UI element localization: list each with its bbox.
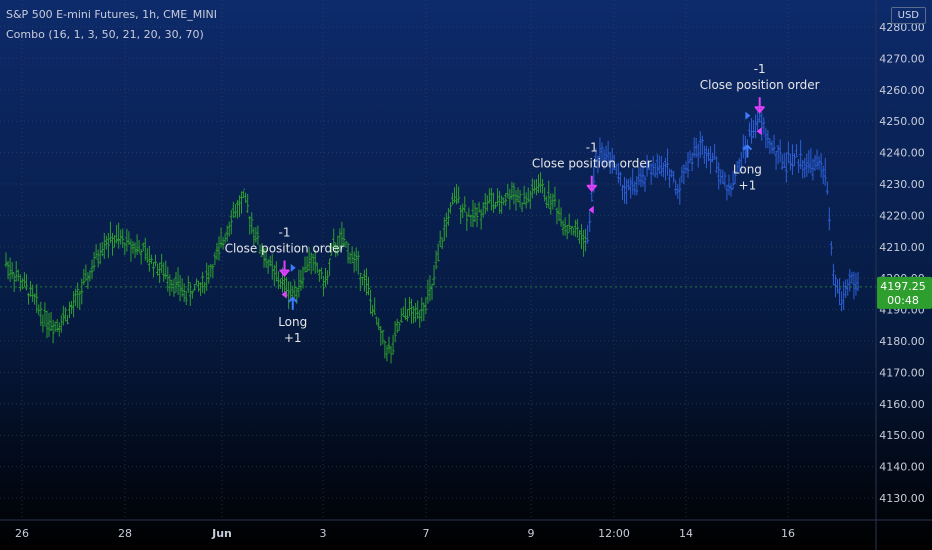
- long-entry-arrow: [742, 144, 753, 158]
- close-order-label: Close position order: [532, 157, 652, 171]
- time-tick-label: 12:00: [598, 527, 630, 540]
- last-price-value: 4197.25: [880, 280, 926, 293]
- time-tick-label: 28: [118, 527, 132, 540]
- symbol-title[interactable]: S&P 500 E-mini Futures, 1h, CME_MINI: [6, 8, 217, 21]
- long-entry-arrow: [288, 296, 298, 310]
- time-tick-label: 26: [15, 527, 29, 540]
- time-tick-label: 7: [423, 527, 430, 540]
- price-tick-label: 4220.00: [879, 209, 925, 222]
- price-tick-label: 4260.00: [879, 84, 925, 97]
- indicator-label[interactable]: Combo (16, 1, 3, 50, 21, 20, 30, 70): [6, 28, 204, 41]
- bar-countdown: 00:48: [887, 294, 919, 307]
- close-order-flag: [756, 127, 762, 136]
- time-tick-label: 9: [528, 527, 535, 540]
- long-entry-label: Long: [278, 315, 307, 329]
- price-tick-label: 4130.00: [879, 492, 925, 505]
- close-order-flag: [281, 290, 287, 299]
- price-tick-label: 4180.00: [879, 335, 925, 348]
- long-entry-qty: +1: [284, 331, 302, 345]
- price-tick-label: 4140.00: [879, 461, 925, 474]
- close-order-arrow: [586, 175, 597, 193]
- long-entry-qty: +1: [739, 179, 757, 193]
- time-tick-label: 14: [679, 527, 693, 540]
- close-order-qty: -1: [279, 225, 291, 239]
- time-tick-label: 16: [781, 527, 795, 540]
- long-entry-flag: [290, 263, 296, 272]
- grid: [0, 0, 876, 520]
- time-tick-label: Jun: [211, 527, 232, 540]
- close-order-flag: [588, 205, 594, 214]
- close-order-arrow: [279, 260, 290, 278]
- price-tick-label: 4150.00: [879, 429, 925, 442]
- close-order-label: Close position order: [700, 78, 820, 92]
- price-tick-label: 4160.00: [879, 398, 925, 411]
- long-entry-flag: [745, 111, 751, 120]
- time-tick-label: 3: [320, 527, 327, 540]
- price-tick-label: 4170.00: [879, 366, 925, 379]
- price-tick-label: 4210.00: [879, 241, 925, 254]
- price-tick-label: 4240.00: [879, 147, 925, 160]
- price-tick-label: 4280.00: [879, 21, 925, 34]
- trade-markers: -1 Close position order Long +1 -1 Close posi…: [225, 62, 820, 345]
- long-entry-label: Long: [733, 163, 762, 177]
- price-tick-label: 4270.00: [879, 52, 925, 65]
- price-tick-label: 4250.00: [879, 115, 925, 128]
- close-order-arrow: [754, 97, 765, 114]
- close-order-qty: -1: [754, 62, 766, 76]
- price-tick-label: 4230.00: [879, 178, 925, 191]
- time-axis[interactable]: 26 28 Jun 3 7 9 12:00 14 16: [0, 519, 932, 540]
- price-bars: [4, 107, 860, 364]
- close-order-qty: -1: [586, 141, 598, 155]
- last-price-tag: [877, 276, 932, 309]
- close-order-label: Close position order: [225, 241, 345, 255]
- currency-button[interactable]: USD: [890, 7, 926, 24]
